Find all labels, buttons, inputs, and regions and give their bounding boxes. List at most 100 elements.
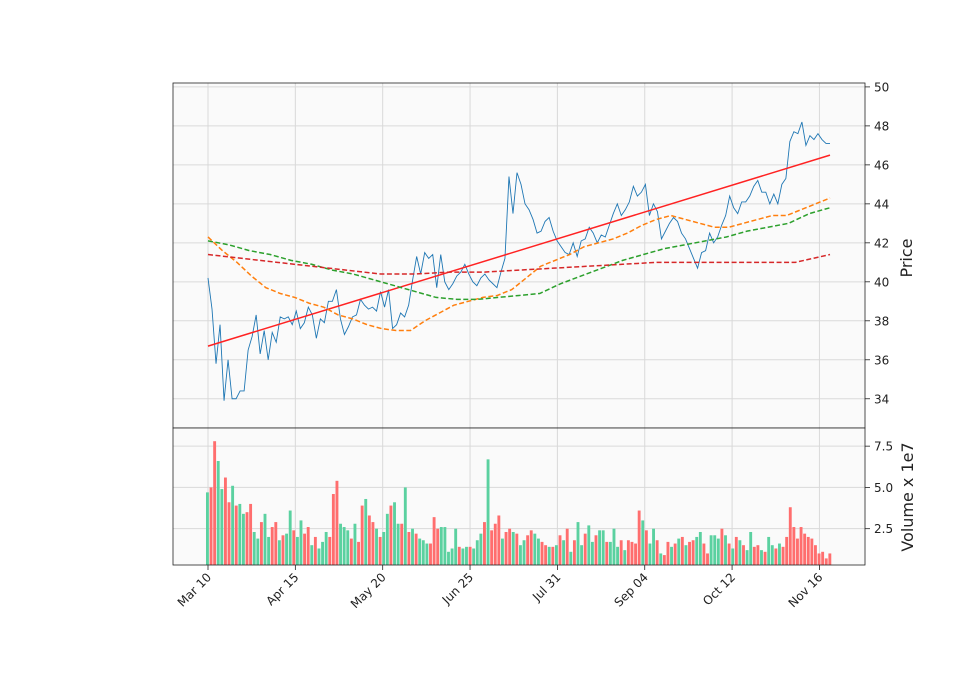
volume-bar	[745, 550, 749, 565]
volume-bar	[788, 507, 792, 565]
price-y-tick-label: 34	[874, 392, 889, 406]
volume-y-tick-label: 7.5	[874, 440, 893, 454]
volume-bar	[799, 527, 803, 565]
volume-bar	[587, 525, 591, 565]
volume-bar	[727, 543, 731, 565]
volume-bar	[385, 513, 389, 565]
volume-bar	[583, 533, 587, 565]
volume-bar	[382, 531, 386, 565]
moving-average-medium	[207, 207, 831, 301]
volume-bar	[576, 522, 580, 565]
volume-bar	[652, 528, 655, 565]
volume-bar	[803, 533, 807, 565]
volume-bar	[389, 505, 393, 565]
volume-bar	[493, 523, 497, 565]
volume-bar	[767, 536, 771, 565]
volume-bar	[331, 494, 335, 565]
volume-bar	[673, 543, 677, 565]
volume-bar	[259, 522, 263, 565]
volume-bar	[486, 459, 490, 565]
volume-bar	[425, 543, 429, 565]
volume-bar	[360, 505, 364, 565]
volume-bar	[220, 489, 224, 565]
volume-bar	[630, 541, 634, 565]
volume-bar	[475, 540, 479, 565]
volume-bar	[403, 487, 407, 565]
price-y-tick-label: 48	[874, 119, 889, 133]
volume-bar	[421, 540, 425, 565]
price-y-tick-label: 50	[874, 80, 889, 94]
volume-bars	[206, 441, 832, 565]
volume-bar	[742, 545, 745, 565]
volume-bar	[554, 545, 558, 565]
volume-bar	[238, 503, 242, 565]
volume-bar	[666, 541, 670, 565]
volume-bar	[677, 538, 681, 565]
volume-bar	[565, 528, 569, 565]
x-tick-label: Jul 31	[529, 570, 563, 604]
volume-bar	[821, 551, 825, 565]
volume-bar	[605, 541, 609, 565]
volume-bar	[292, 530, 296, 565]
volume-bar	[497, 515, 501, 565]
volume-bar	[436, 528, 440, 565]
volume-bar	[281, 535, 285, 565]
volume-bar	[465, 546, 468, 565]
volume-bar	[781, 546, 785, 565]
volume-bar	[716, 538, 720, 565]
volume-bar	[684, 545, 688, 565]
price-y-tick-label: 38	[874, 314, 889, 328]
volume-bar	[461, 548, 465, 565]
volume-bar	[206, 492, 209, 565]
volume-bar	[601, 530, 605, 565]
volume-bar	[209, 487, 213, 565]
volume-bar	[295, 536, 299, 565]
volume-bar	[432, 517, 436, 565]
volume-bar	[277, 540, 281, 565]
volume-bar	[263, 513, 267, 565]
volume-bar	[321, 541, 325, 565]
price-y-tick-label: 40	[874, 275, 889, 289]
volume-bar	[299, 520, 303, 565]
volume-bar	[655, 540, 659, 565]
volume-bar	[562, 540, 566, 565]
volume-bar	[249, 503, 253, 565]
volume-bar	[637, 510, 641, 565]
volume-bar	[533, 533, 537, 565]
volume-bar	[375, 528, 378, 565]
volume-bar	[558, 535, 562, 565]
volume-bar	[515, 533, 519, 565]
volume-bar	[616, 546, 620, 565]
volume-bar	[270, 527, 274, 565]
volume-bar	[439, 527, 443, 565]
volume-bar	[324, 531, 328, 565]
volume-bar	[371, 522, 375, 565]
volume-bar	[612, 528, 616, 565]
volume-bar	[778, 543, 781, 565]
x-ticks: Mar 10 Apr 15 May 20 Jun 25 Jul 31 Sep 04 Oct …	[175, 565, 826, 611]
volume-bar	[688, 541, 691, 565]
volume-bar	[706, 553, 709, 565]
volume-bar	[572, 540, 576, 565]
volume-bar	[504, 531, 508, 565]
volume-bar	[349, 538, 353, 565]
volume-bar	[659, 553, 663, 565]
volume-bar	[641, 520, 645, 565]
volume-bar	[490, 530, 494, 565]
volume-bar	[544, 545, 548, 565]
volume-bar	[339, 523, 342, 565]
volume-bar	[274, 522, 278, 565]
trend-line	[207, 154, 831, 347]
volume-bar	[828, 553, 832, 565]
volume-bar	[234, 505, 238, 565]
price-y-tick-label: 44	[874, 197, 889, 211]
x-tick-label: Oct 12	[700, 570, 738, 608]
volume-bar	[407, 531, 411, 565]
volume-bar	[479, 533, 483, 565]
volume-bar	[393, 502, 396, 565]
volume-bar	[691, 540, 695, 565]
price-y-tick-label: 36	[874, 353, 889, 367]
volume-bar	[519, 545, 522, 565]
volume-bar	[529, 530, 533, 565]
volume-bar	[346, 530, 350, 565]
